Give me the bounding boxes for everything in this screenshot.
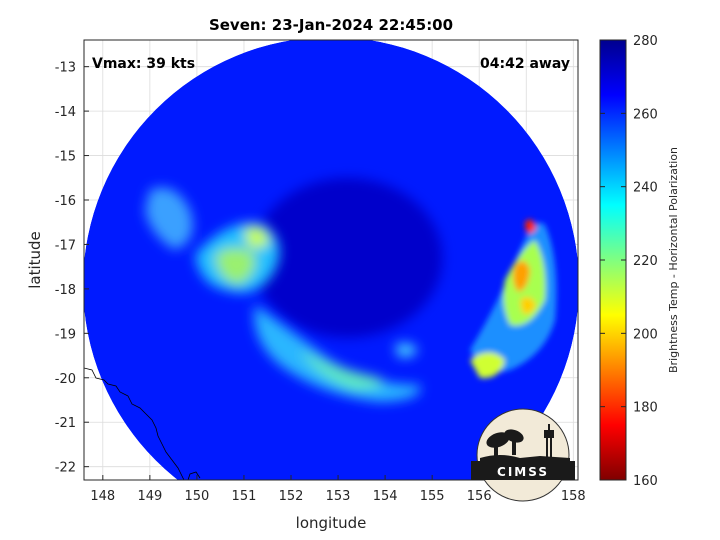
x-tick-label: 156	[467, 489, 492, 504]
colorbar-ticks: 280 260 240 220 200 180 160	[600, 34, 658, 489]
x-tick-label: 151	[232, 489, 257, 504]
eastern-convection	[470, 219, 557, 379]
y-tick-label: -17	[55, 238, 76, 253]
y-axis-label: latitude	[26, 231, 44, 289]
x-axis-label: longitude	[296, 514, 367, 532]
y-tick-label: -22	[55, 461, 76, 476]
colorbar-tick-label: 160	[633, 474, 658, 489]
colorbar-tick-label: 200	[633, 327, 658, 342]
y-tick-label: -13	[55, 61, 76, 76]
y-tick-label: -16	[55, 194, 76, 209]
swath-layer	[84, 40, 578, 480]
colorbar-tick-label: 220	[633, 254, 658, 269]
chart-title: Seven: 23-Jan-2024 22:45:00	[209, 16, 453, 34]
y-tick-label: -21	[55, 416, 76, 431]
colorbar-tick-label: 240	[633, 181, 658, 196]
colorbar-tick-label: 280	[633, 34, 658, 49]
southern-rainband	[254, 305, 421, 402]
x-tick-label: 148	[90, 489, 115, 504]
western-rainband	[145, 187, 280, 293]
colorbar-label: Brightness Temp - Horizontal Polarizatio…	[667, 147, 680, 373]
y-axis-ticks: -13 -14 -15 -16 -17 -18 -19 -20 -21 -22	[55, 61, 89, 476]
x-tick-label: 158	[561, 489, 586, 504]
axes-frame	[83, 39, 579, 481]
colorbar-tick-label: 260	[633, 107, 658, 122]
colorbar-tick-label: 180	[633, 401, 658, 416]
cimss-logo: CIMSS	[471, 408, 575, 502]
x-tick-label: 155	[420, 489, 445, 504]
eye-region	[252, 177, 443, 338]
x-tick-label: 153	[326, 489, 351, 504]
time-away-annotation: 04:42 away	[480, 56, 570, 72]
y-tick-label: -19	[55, 327, 76, 342]
y-tick-label: -14	[55, 105, 76, 120]
y-tick-label: -15	[55, 150, 76, 165]
y-tick-label: -18	[55, 283, 76, 298]
colorbar: 280 260 240 220 200 180 160 Brightness Temp - …	[599, 34, 680, 489]
x-tick-label: 150	[185, 489, 210, 504]
y-tick-label: -20	[55, 372, 76, 387]
coastline	[84, 367, 201, 480]
x-tick-label: 154	[373, 489, 398, 504]
x-tick-label: 152	[279, 489, 304, 504]
x-tick-label: 149	[137, 489, 162, 504]
logo-text: CIMSS	[497, 465, 549, 479]
vmax-annotation: Vmax: 39 kts	[92, 56, 195, 72]
